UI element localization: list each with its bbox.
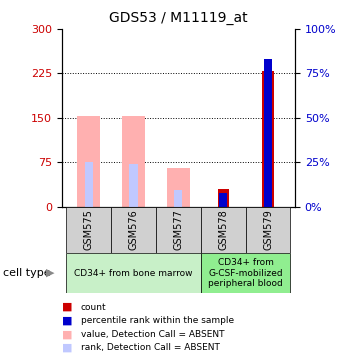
- Bar: [219, 193, 227, 207]
- Bar: [122, 116, 145, 207]
- Bar: [264, 59, 272, 207]
- Bar: [167, 169, 190, 207]
- Bar: [262, 71, 274, 207]
- Bar: [66, 253, 201, 293]
- Bar: [174, 190, 182, 207]
- Text: rank, Detection Call = ABSENT: rank, Detection Call = ABSENT: [81, 343, 220, 352]
- Text: ▶: ▶: [46, 268, 55, 278]
- Bar: [156, 207, 201, 253]
- Text: ■: ■: [62, 316, 72, 326]
- Bar: [201, 207, 246, 253]
- Text: ■: ■: [62, 302, 72, 312]
- Bar: [201, 253, 291, 293]
- Bar: [246, 207, 291, 253]
- Text: ■: ■: [62, 343, 72, 353]
- Text: count: count: [81, 302, 106, 312]
- Text: percentile rank within the sample: percentile rank within the sample: [81, 316, 234, 325]
- Text: CD34+ from
G-CSF-mobilized
peripheral blood: CD34+ from G-CSF-mobilized peripheral bl…: [208, 258, 283, 288]
- Text: GSM575: GSM575: [84, 209, 94, 250]
- Text: GSM577: GSM577: [173, 209, 184, 250]
- Text: value, Detection Call = ABSENT: value, Detection Call = ABSENT: [81, 330, 224, 339]
- Text: GSM578: GSM578: [218, 209, 228, 250]
- Bar: [66, 207, 111, 253]
- Bar: [217, 189, 229, 207]
- Bar: [111, 207, 156, 253]
- Text: GSM579: GSM579: [263, 209, 273, 250]
- Text: CD34+ from bone marrow: CD34+ from bone marrow: [74, 268, 193, 278]
- Bar: [129, 164, 138, 207]
- Bar: [78, 116, 100, 207]
- Text: cell type: cell type: [3, 268, 51, 278]
- Bar: [85, 162, 93, 207]
- Text: ■: ■: [62, 329, 72, 339]
- Text: GSM576: GSM576: [129, 209, 139, 250]
- Title: GDS53 / M11119_at: GDS53 / M11119_at: [109, 11, 248, 25]
